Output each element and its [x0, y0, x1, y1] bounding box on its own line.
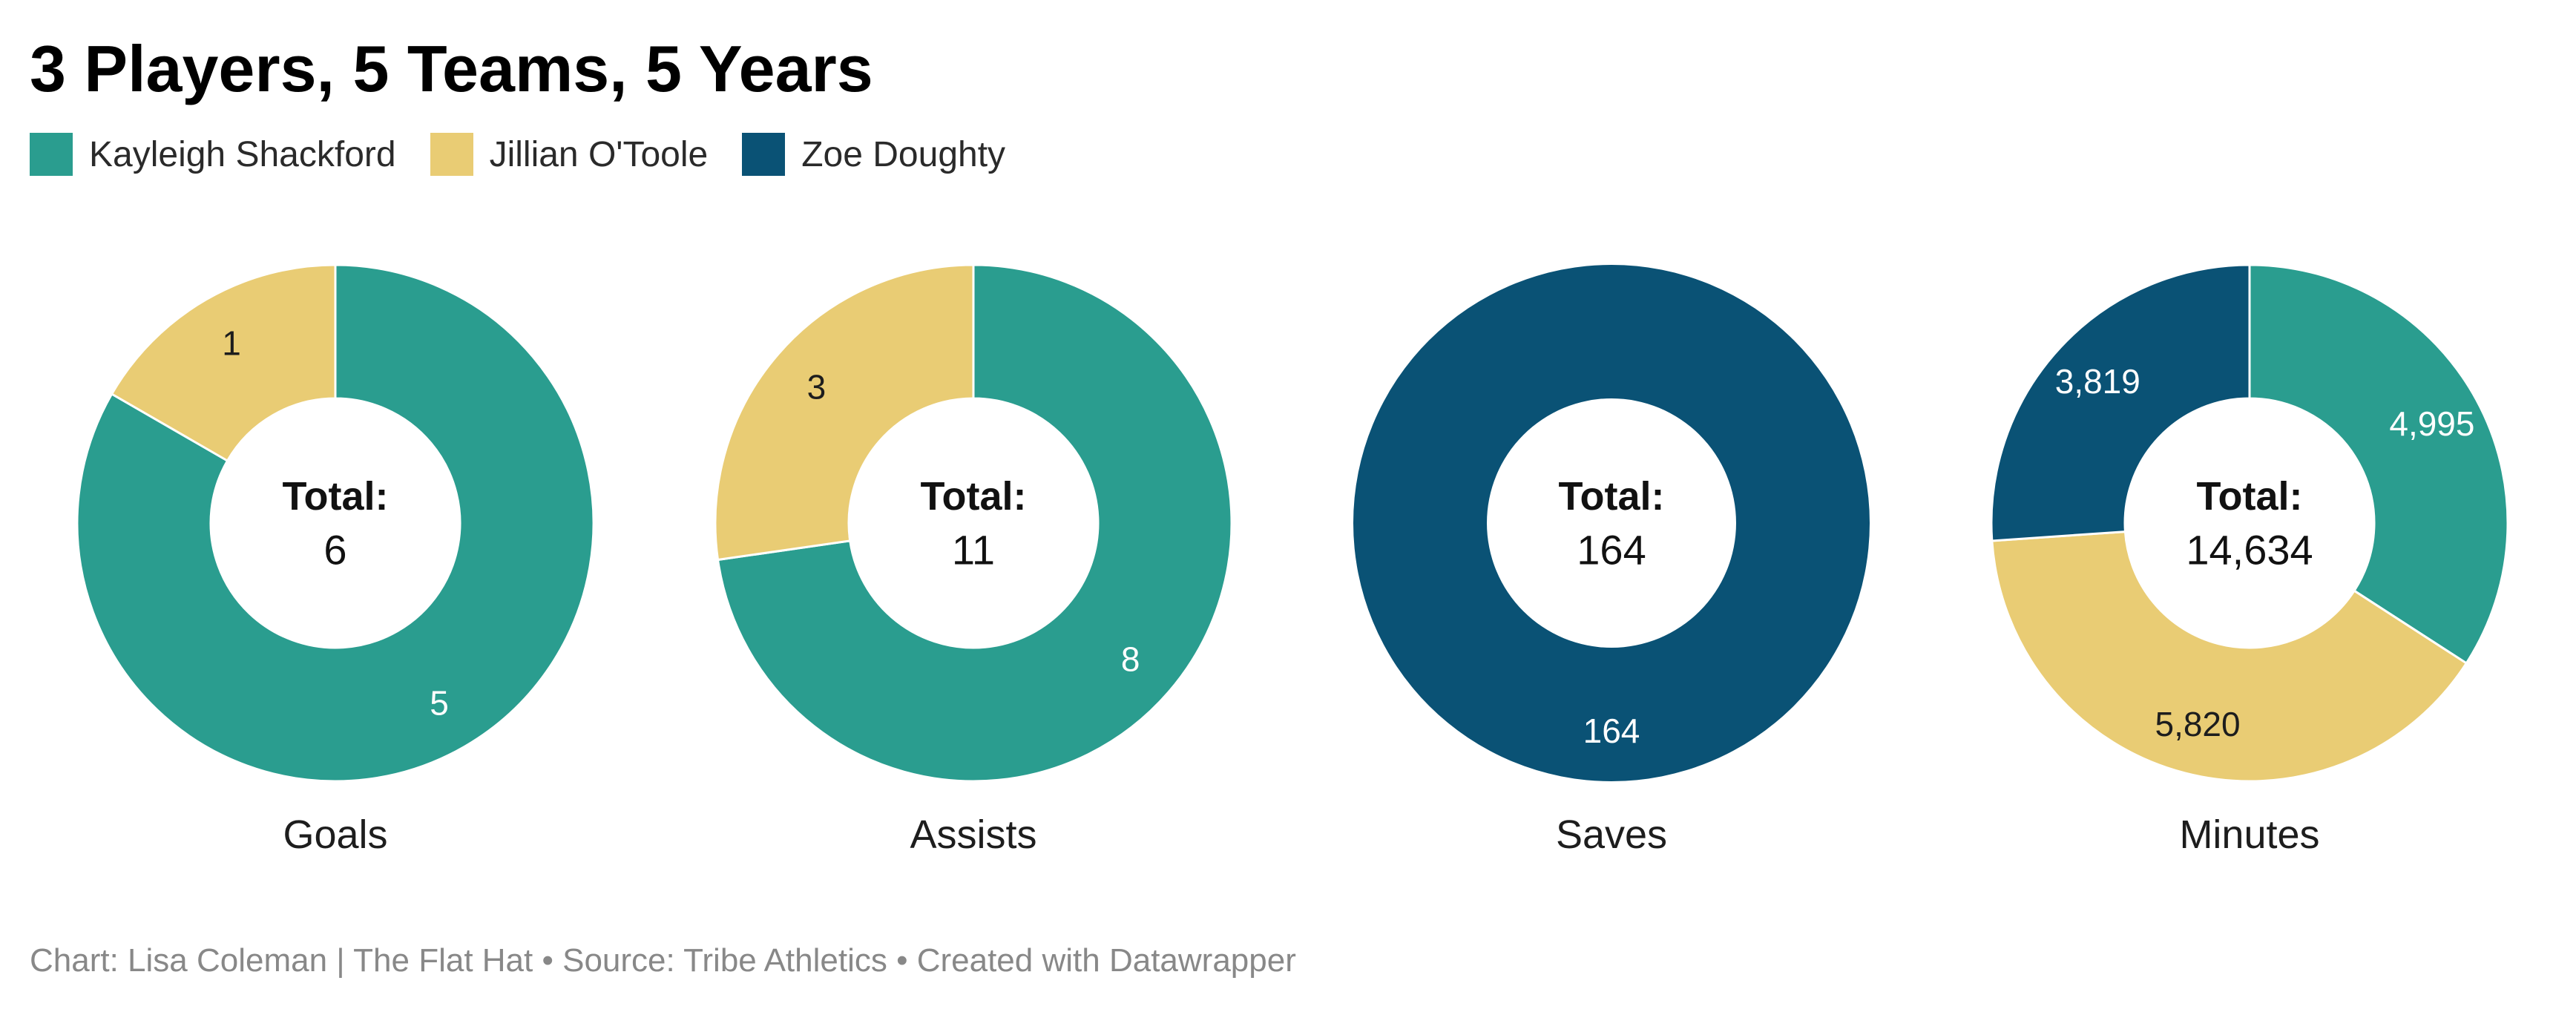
slice-value-label: 164	[1583, 712, 1640, 750]
total-value: 164	[1577, 527, 1646, 574]
legend-label: Zoe Doughty	[801, 134, 1006, 174]
slice-jillian-o-toole	[1991, 530, 2468, 783]
slice-kayleigh-shackford	[76, 263, 595, 783]
chart-label: Saves	[1556, 812, 1667, 857]
slice-jillian-o-toole	[110, 263, 337, 463]
total-label: Total:	[283, 474, 389, 519]
slice-value-label: 3,819	[2055, 362, 2140, 401]
slice-jillian-o-toole	[714, 263, 975, 562]
chart-label: Assists	[910, 812, 1036, 857]
chart-label: Goals	[283, 812, 387, 857]
legend-item-zoe-doughty: Zoe Doughty	[742, 133, 1005, 176]
legend-item-kayleigh-shackford: Kayleigh Shackford	[30, 133, 396, 176]
legend-label: Jillian O'Toole	[489, 134, 709, 174]
slice-value-label: 5	[430, 683, 449, 722]
legend-swatch	[742, 133, 786, 176]
slice-kayleigh-shackford	[2248, 263, 2509, 665]
slice-value-label: 8	[1121, 640, 1140, 678]
total-value: 6	[323, 527, 346, 574]
donut-goals: 5 1 Total: 6 Goals	[76, 263, 595, 857]
slice-kayleigh-shackford	[716, 263, 1233, 783]
legend-swatch	[30, 133, 73, 176]
donut-assists: 8 3 Total: 11 Assists	[714, 263, 1233, 857]
total-value: 14,634	[2186, 527, 2313, 574]
total-label: Total:	[1559, 474, 1665, 519]
legend-swatch	[430, 133, 473, 176]
legend-item-jillian-otoole: Jillian O'Toole	[430, 133, 709, 176]
slice-value-label: 4,995	[2389, 404, 2474, 443]
total-value: 11	[952, 527, 995, 574]
total-label: Total:	[921, 474, 1027, 519]
slice-value-label: 1	[222, 324, 241, 363]
total-label: Total:	[2197, 474, 2303, 519]
chart-title: 3 Players, 5 Teams, 5 Years	[30, 32, 873, 105]
slice-zoe-doughty	[1353, 265, 1870, 781]
donut-saves: 164 Total: 164 Saves	[1353, 265, 1870, 857]
legend: Kayleigh Shackford Jillian O'Toole Zoe D…	[30, 132, 1039, 177]
chart-label: Minutes	[2179, 812, 2319, 857]
slice-value-label: 5,820	[2155, 705, 2240, 743]
slice-value-label: 3	[807, 368, 827, 407]
donut-minutes: 4,995 5,820 3,819 Total: 14,634 Minutes	[1990, 263, 2509, 857]
legend-label: Kayleigh Shackford	[89, 134, 396, 174]
chart-footer: Chart: Lisa Coleman | The Flat Hat • Sou…	[30, 942, 1296, 979]
slice-zoe-doughty	[1990, 263, 2251, 542]
